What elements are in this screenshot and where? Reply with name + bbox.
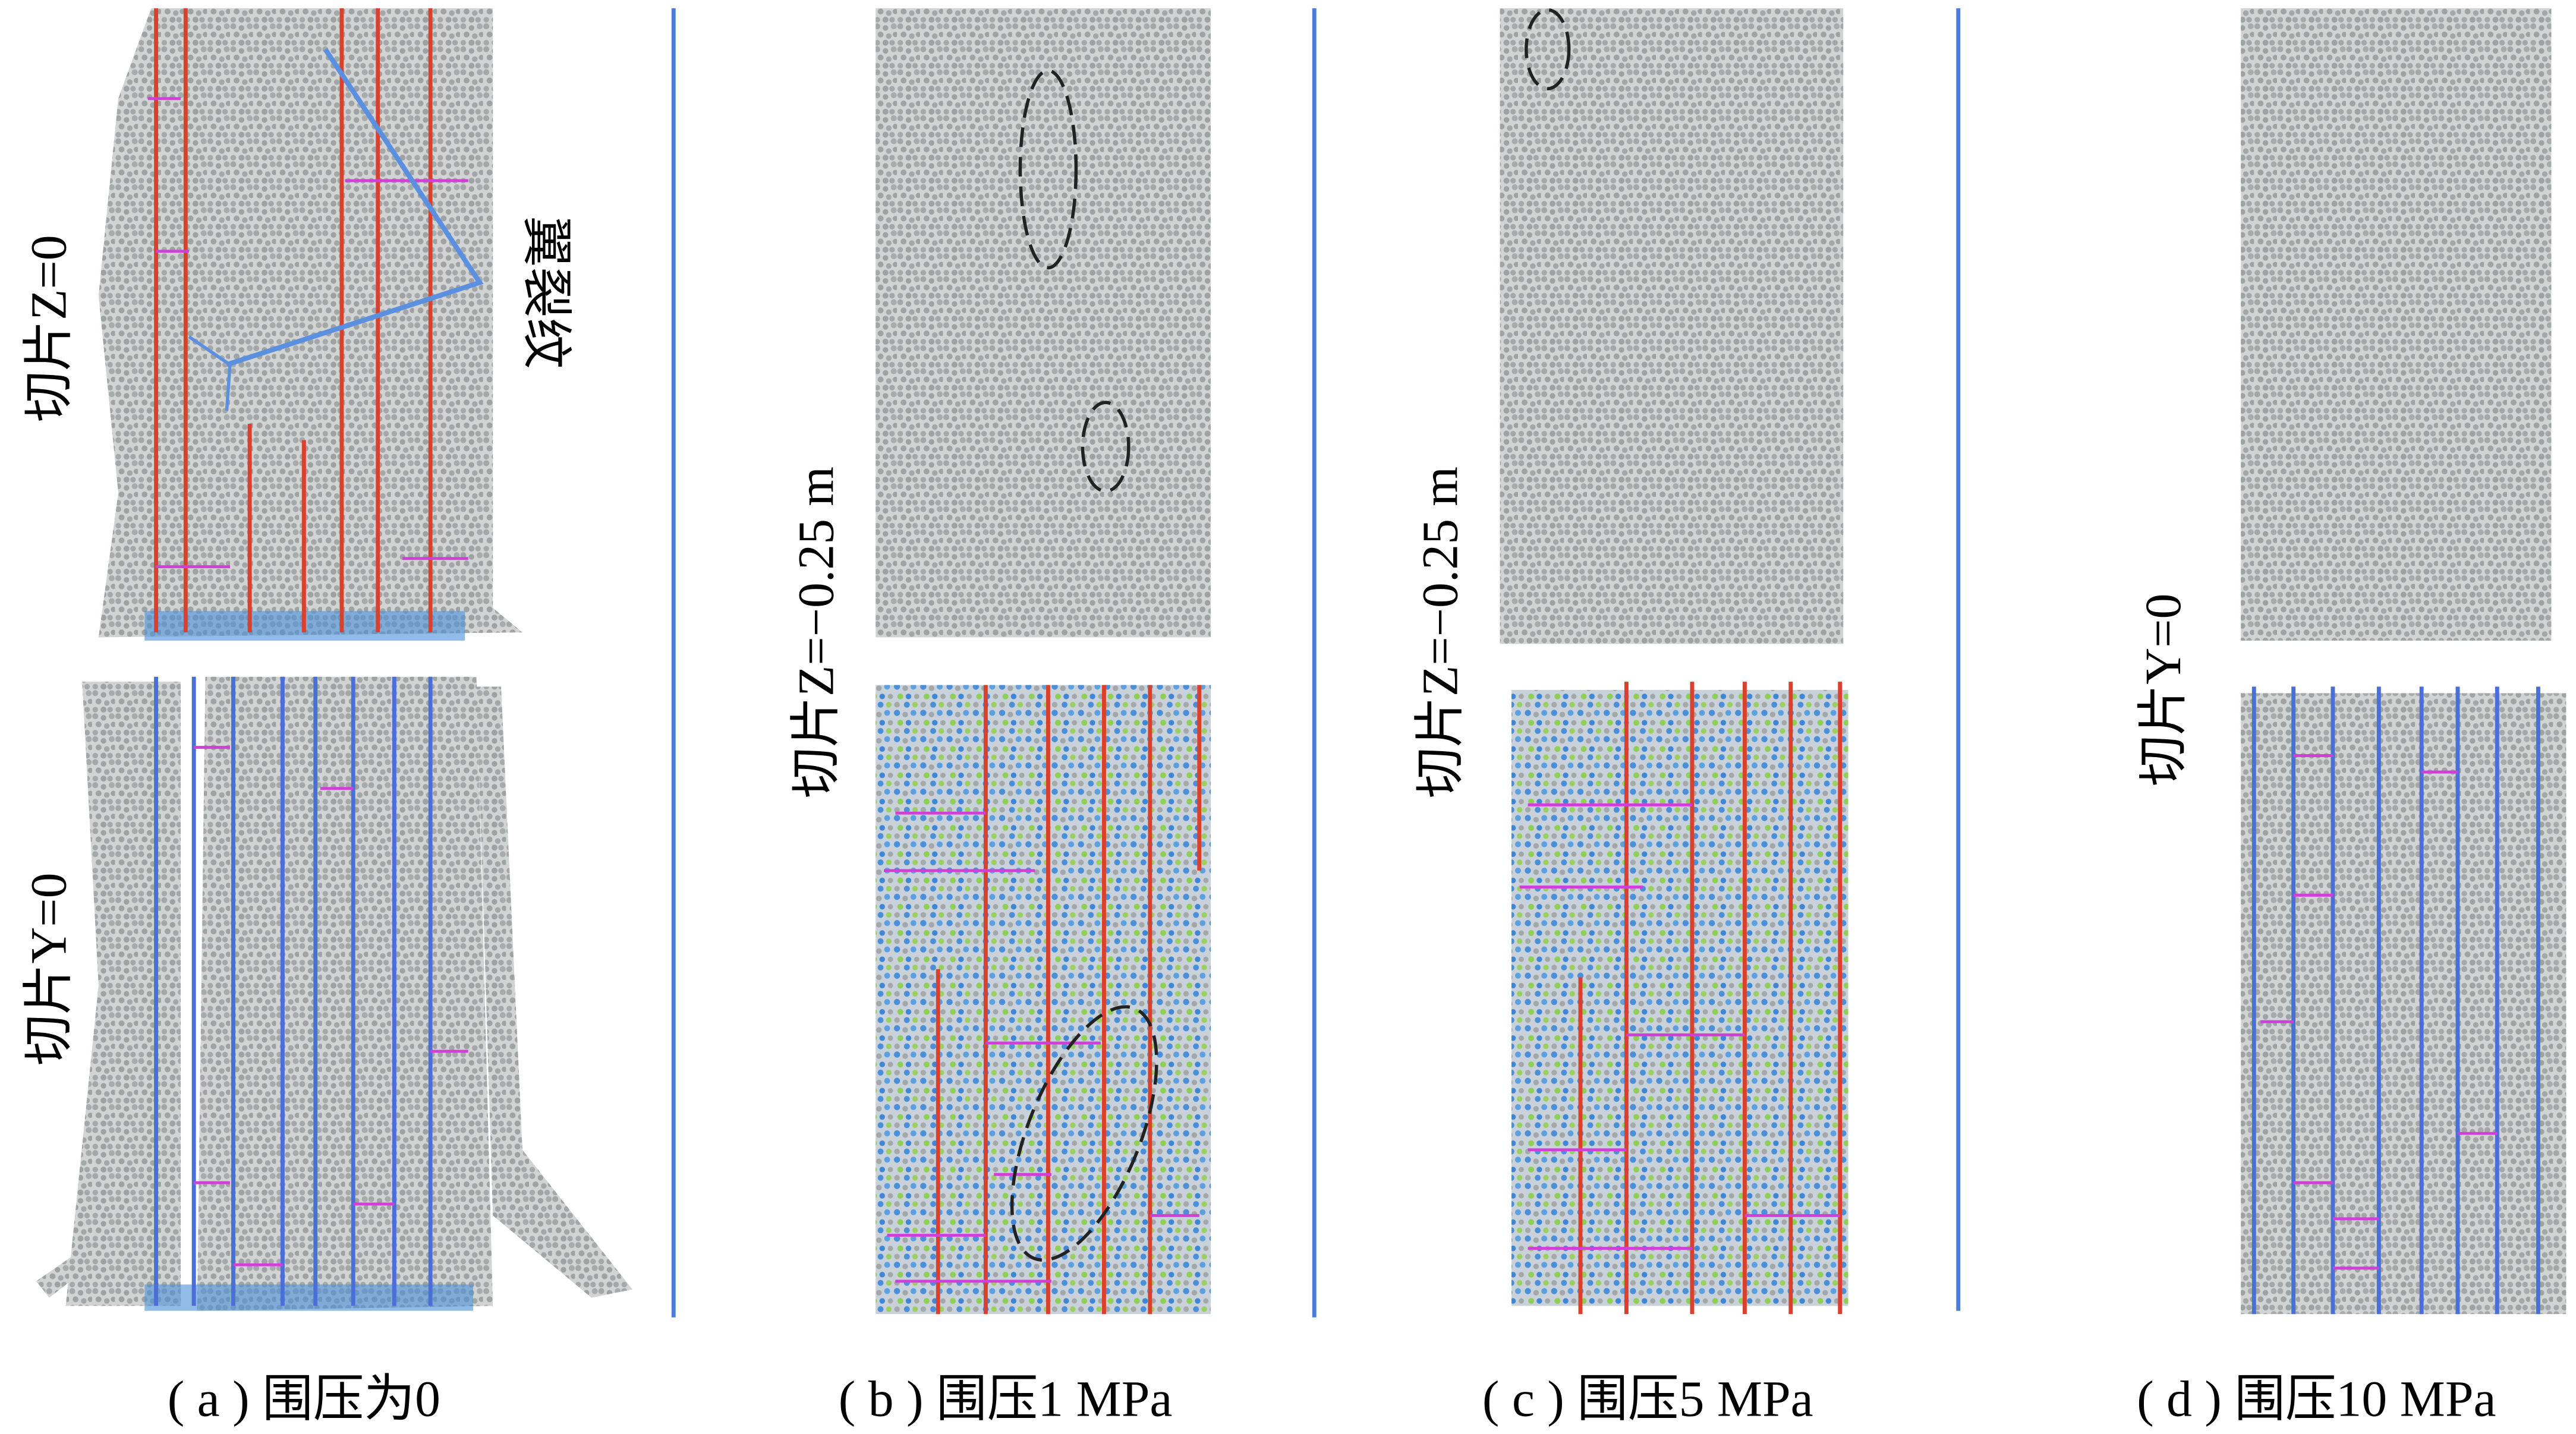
slice-label: 切片Y=0 — [2135, 594, 2191, 786]
panel-d — [2241, 8, 2566, 1315]
slice-label: 切片Y=0 — [21, 873, 77, 1066]
panel-a — [36, 8, 633, 1311]
panel-b — [876, 8, 1211, 1315]
separators — [671, 8, 1961, 1318]
slice-label: 切片Z=−0.25 m — [1412, 467, 1469, 798]
caption: ( b ) 围压1 MPa — [839, 1371, 1173, 1427]
caption: ( a ) 围压为0 — [168, 1371, 440, 1427]
caption: ( c ) 围压5 MPa — [1482, 1371, 1813, 1427]
caption: ( d ) 围压10 MPa — [2137, 1371, 2496, 1427]
panel-c — [1500, 8, 1848, 1315]
slice-label: 切片Z=0 — [21, 235, 77, 422]
annotation: 翼裂纹 — [518, 216, 574, 368]
slice-label: 切片Z=−0.25 m — [788, 467, 844, 798]
